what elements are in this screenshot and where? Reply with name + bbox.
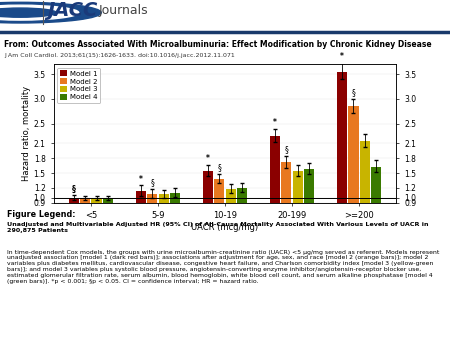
Bar: [281, 162, 292, 203]
Bar: [225, 189, 236, 203]
Text: §: §: [72, 185, 76, 194]
Bar: [91, 198, 102, 203]
Bar: [170, 193, 180, 203]
Text: Unadjusted and Multivariable Adjusted HR (95% CI) of All-Cause Mortality Associa: Unadjusted and Multivariable Adjusted HR…: [7, 222, 428, 233]
Bar: [203, 171, 213, 203]
Text: *: *: [206, 154, 210, 163]
Bar: [348, 106, 359, 203]
Bar: [304, 169, 314, 203]
X-axis label: UACR (mcg/mg): UACR (mcg/mg): [191, 223, 259, 232]
Circle shape: [0, 8, 56, 17]
Text: §: §: [284, 145, 288, 154]
Bar: [292, 171, 303, 203]
Y-axis label: Hazard ratio, mortality: Hazard ratio, mortality: [22, 86, 31, 181]
Circle shape: [0, 2, 101, 23]
Bar: [147, 194, 158, 203]
Text: From: Outcomes Associated With Microalbuminuria: Effect Modification by Chronic : From: Outcomes Associated With Microalbu…: [4, 40, 432, 49]
Text: Figure Legend:: Figure Legend:: [7, 210, 75, 219]
Bar: [214, 179, 225, 203]
Text: §: §: [351, 88, 356, 97]
Text: *: *: [340, 52, 344, 61]
Bar: [337, 72, 347, 203]
Bar: [136, 191, 146, 203]
Legend: Model 1, Model 2, Model 3, Model 4: Model 1, Model 2, Model 3, Model 4: [58, 68, 100, 103]
Circle shape: [0, 5, 79, 20]
Bar: [69, 198, 79, 203]
Text: *: *: [139, 175, 143, 184]
Bar: [237, 188, 247, 203]
Bar: [103, 198, 113, 203]
Text: §: §: [150, 178, 154, 188]
Bar: [360, 141, 370, 203]
Bar: [80, 198, 90, 203]
Text: §: §: [217, 164, 221, 173]
Text: *: *: [273, 118, 277, 127]
Bar: [0, 0, 450, 32]
Text: J Am Coll Cardiol. 2013;61(15):1626-1633. doi:10.1016/j.jacc.2012.11.071: J Am Coll Cardiol. 2013;61(15):1626-1633…: [4, 53, 235, 58]
Text: JACC: JACC: [47, 1, 98, 20]
Bar: [270, 136, 280, 203]
Bar: [158, 194, 169, 203]
Bar: [371, 167, 381, 203]
Text: Journals: Journals: [99, 4, 148, 17]
Text: In time-dependent Cox models, the groups with urine microalbumin-creatinine rati: In time-dependent Cox models, the groups…: [7, 250, 439, 284]
